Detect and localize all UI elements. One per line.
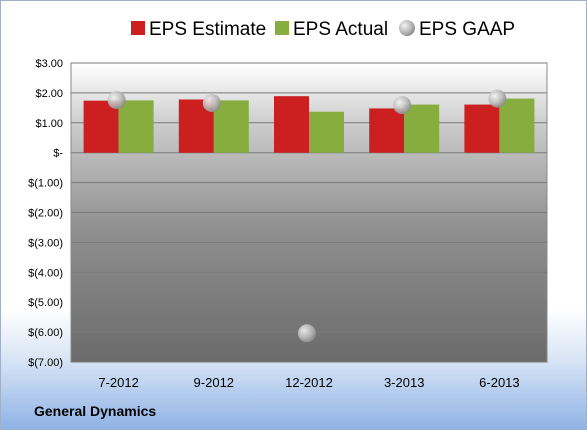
legend-label-eps-actual: EPS Actual [293, 19, 388, 40]
legend: EPS Estimate EPS Actual EPS GAAP [131, 19, 515, 40]
point-eps-gaap [393, 96, 412, 115]
bar-eps-estimate [369, 108, 405, 153]
x-category-label: 12-2012 [285, 375, 333, 390]
legend-label-eps-gaap: EPS GAAP [419, 19, 515, 40]
point-eps-gaap [488, 89, 507, 108]
bar-eps-estimate [464, 104, 500, 153]
bar-eps-estimate [274, 96, 309, 153]
bar-eps-actual [213, 100, 249, 153]
bar-eps-actual [309, 111, 344, 153]
point-eps-gaap [202, 94, 221, 113]
y-tick-label: $(6.00) [28, 327, 63, 339]
point-eps-gaap [107, 91, 126, 110]
legend-label-eps-estimate: EPS Estimate [149, 19, 266, 40]
y-tick-label: $2.00 [35, 88, 63, 100]
x-category-label: 3-2013 [384, 375, 424, 390]
legend-swatch-eps-estimate [131, 21, 145, 35]
bars [83, 96, 535, 153]
x-category-label: 6-2013 [479, 375, 519, 390]
y-tick-label: $(7.00) [28, 357, 63, 369]
bar-eps-actual [499, 98, 535, 153]
y-tick-label: $(1.00) [28, 178, 63, 190]
y-tick-label: $(2.00) [28, 208, 63, 220]
x-category-label: 7-2012 [98, 375, 138, 390]
y-tick-label: $(3.00) [28, 237, 63, 249]
y-tick-label: $1.00 [35, 118, 63, 130]
x-axis: 7-2012 9-2012 12-2012 3-2013 6-2013 [98, 375, 519, 390]
bar-eps-actual [118, 100, 154, 153]
y-tick-label: $(5.00) [28, 297, 63, 309]
legend-swatch-eps-gaap [399, 20, 415, 36]
y-axis: $3.00 $2.00 $1.00 $- $(1.00) $(2.00) $(3.00) $(… [28, 58, 63, 369]
legend-swatch-eps-actual [275, 21, 289, 35]
gaap-points [107, 89, 507, 343]
bar-eps-estimate [83, 100, 119, 153]
bar-eps-actual [404, 104, 440, 153]
x-category-label: 9-2012 [194, 375, 234, 390]
y-tick-label: $(4.00) [28, 267, 63, 279]
y-tick-label: $3.00 [35, 58, 63, 70]
point-eps-gaap [298, 324, 316, 343]
company-label: General Dynamics [34, 403, 157, 419]
y-tick-label: $- [53, 148, 63, 160]
